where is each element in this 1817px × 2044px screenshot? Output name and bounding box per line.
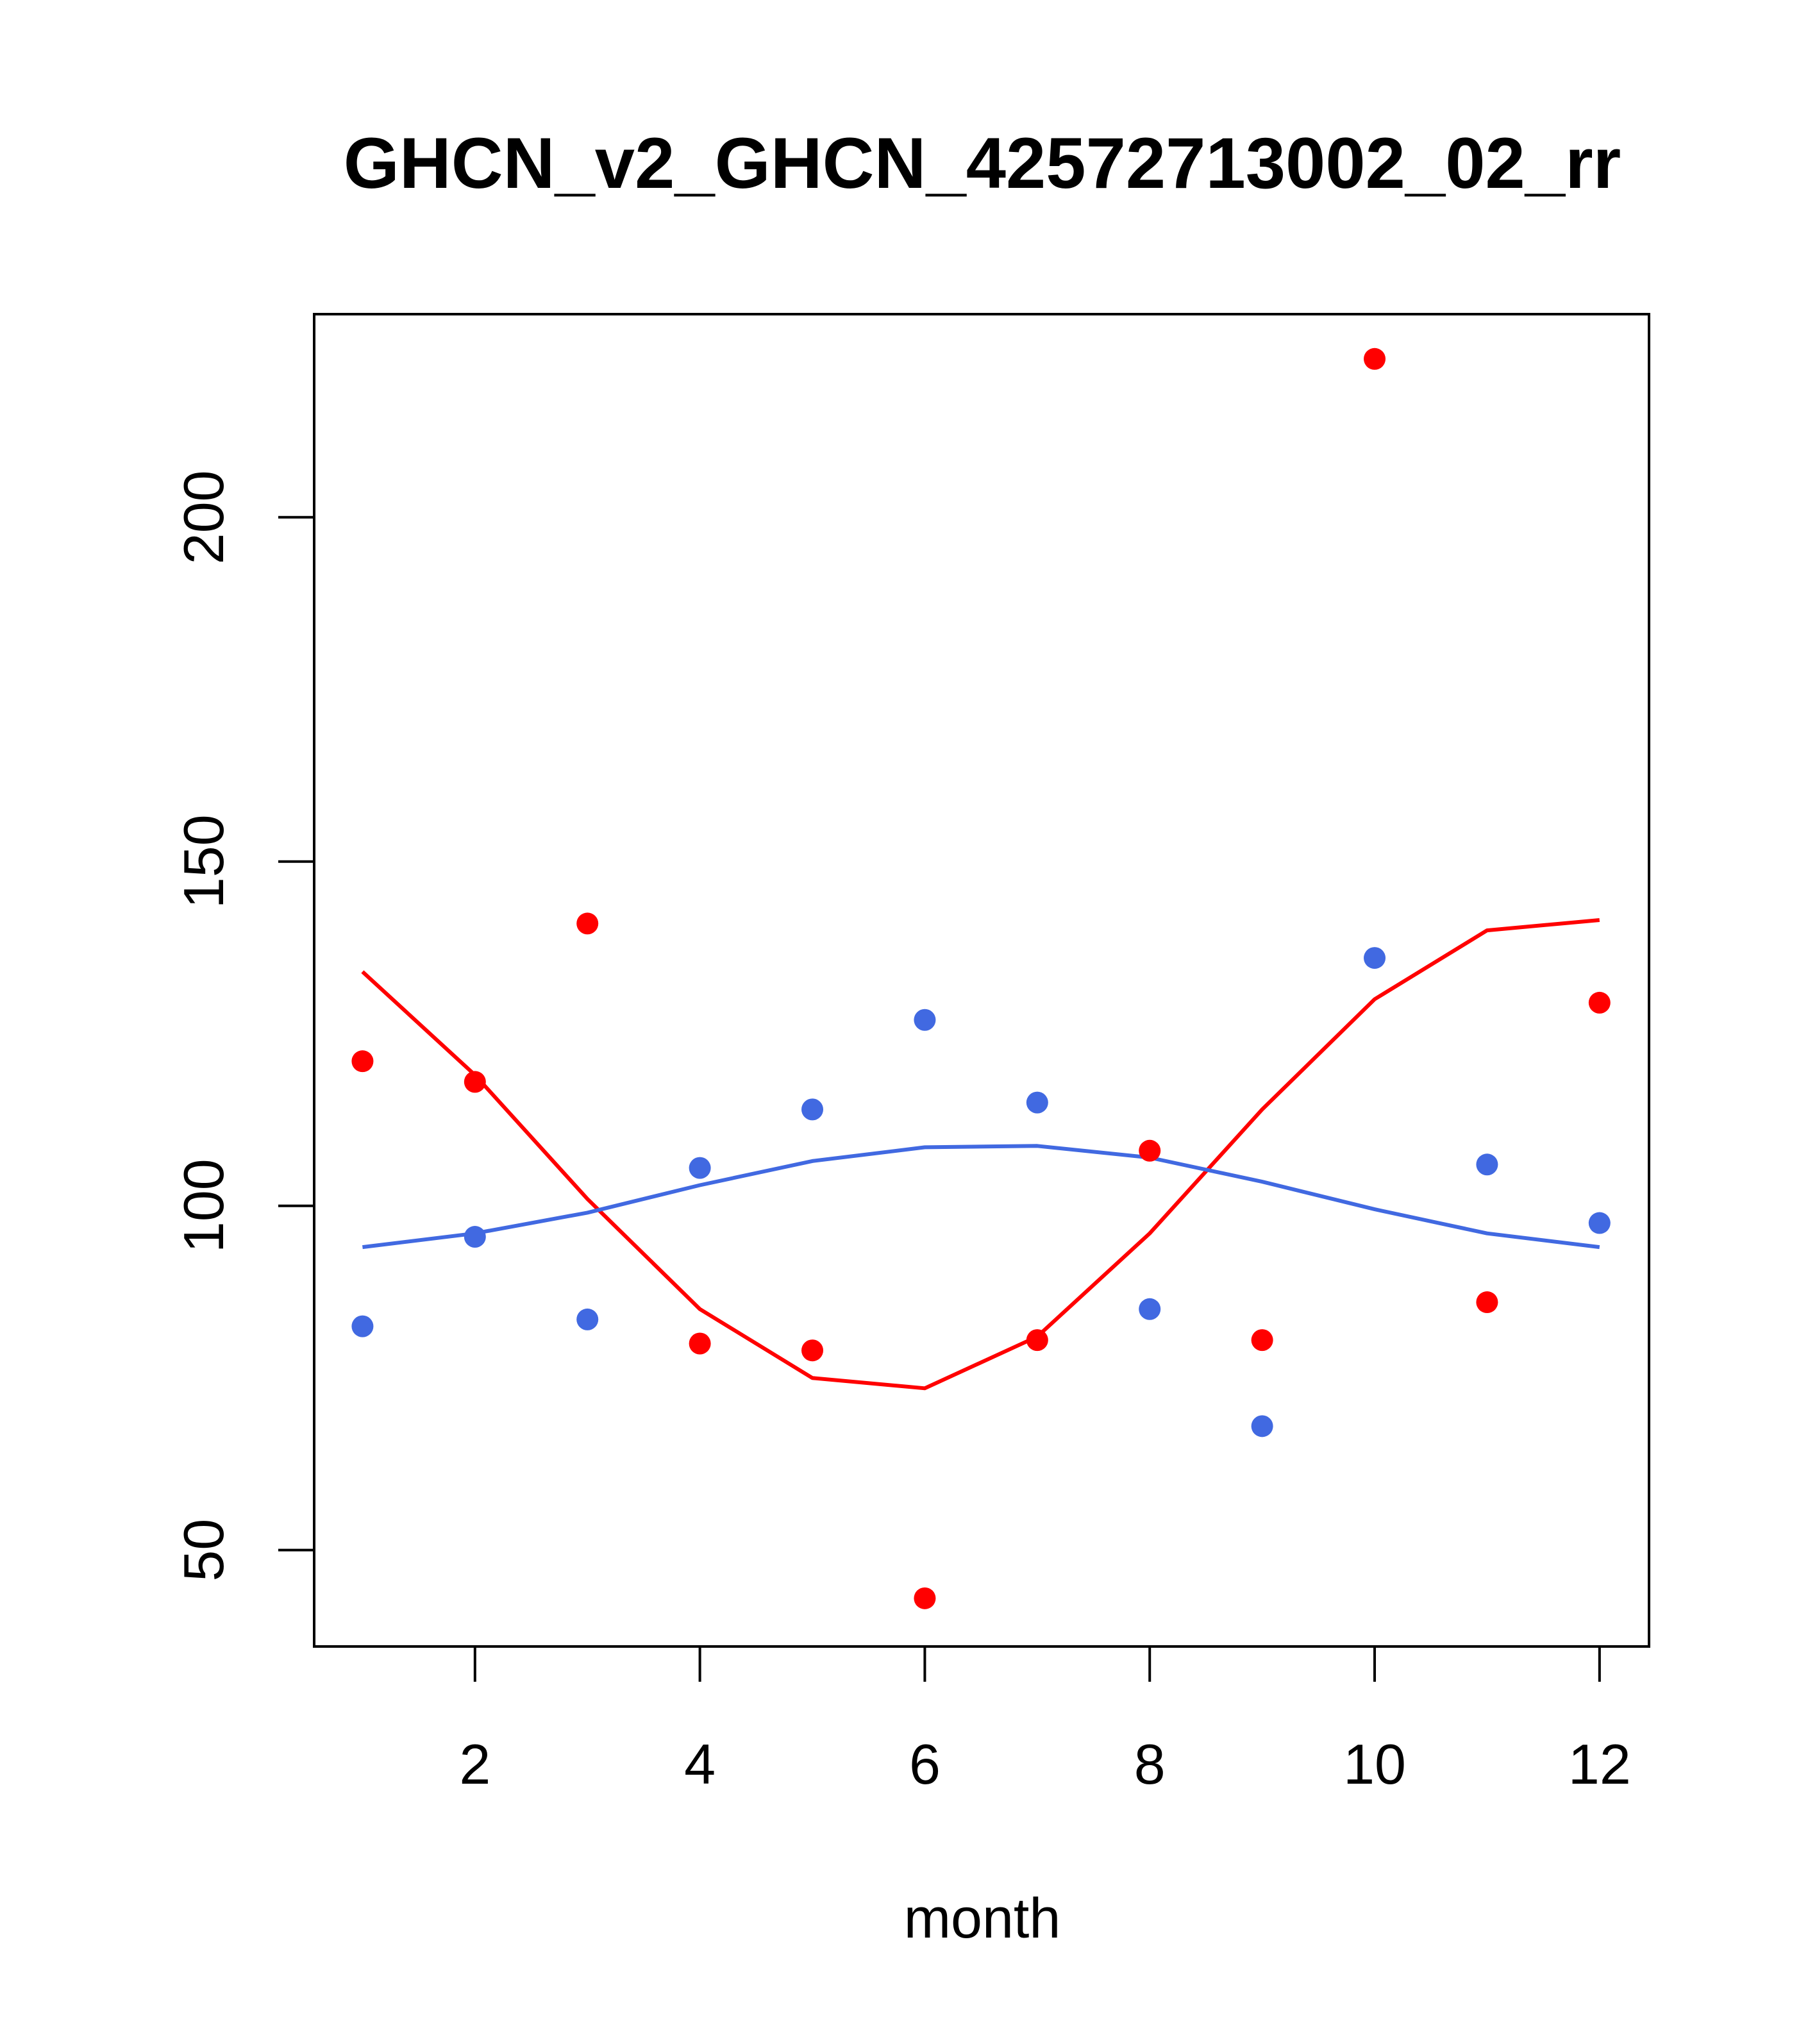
series-2-point <box>1251 1415 1273 1437</box>
series-1-point <box>801 1339 824 1362</box>
series-2-point <box>1476 1153 1498 1176</box>
series-1-point <box>576 912 599 935</box>
y-tick-label: 200 <box>172 470 235 564</box>
series-1-point <box>1588 991 1611 1014</box>
y-tick-label: 50 <box>172 1519 235 1582</box>
series-2-point <box>689 1157 711 1179</box>
x-tick-label: 2 <box>459 1732 490 1796</box>
series-1-point <box>464 1071 486 1093</box>
series-2-point <box>576 1308 599 1330</box>
x-tick-label: 4 <box>684 1732 716 1796</box>
chart-title: GHCN_v2_GHCN_42572713002_02_rr <box>344 123 1621 203</box>
y-axis: 50 100 150 200 <box>172 470 314 1582</box>
x-axis: 2 4 6 8 10 12 <box>459 1646 1631 1796</box>
series-2-point <box>464 1226 486 1248</box>
series-lines <box>361 918 1600 1391</box>
series-1-line <box>361 918 1600 1391</box>
series-2-line <box>362 1144 1600 1250</box>
y-tick-label: 100 <box>172 1159 235 1253</box>
series-2-point <box>914 1009 936 1031</box>
series-2-point <box>1588 1212 1611 1234</box>
series-1-point <box>1364 348 1386 370</box>
series-1-point <box>1251 1329 1273 1352</box>
plot-frame <box>313 313 1650 1648</box>
series-2-point <box>1364 947 1386 969</box>
series-2-point <box>801 1098 824 1121</box>
series-1-point <box>1139 1139 1161 1162</box>
x-tick-label: 6 <box>909 1732 941 1796</box>
series-1-point <box>914 1587 936 1609</box>
series-2-point <box>1026 1091 1048 1114</box>
y-tick-label: 150 <box>172 814 235 909</box>
series-2-point <box>351 1315 374 1337</box>
series-1-point <box>351 1050 374 1073</box>
x-axis-label: month <box>904 1886 1061 1950</box>
series-1-point <box>689 1332 711 1355</box>
x-tick-label: 8 <box>1134 1732 1166 1796</box>
series-1-point <box>1026 1329 1048 1352</box>
series-2-point <box>1139 1298 1161 1320</box>
x-tick-label: 10 <box>1343 1732 1406 1796</box>
x-tick-label: 12 <box>1568 1732 1631 1796</box>
series-1-point <box>1476 1291 1498 1314</box>
series-points <box>351 348 1611 1609</box>
